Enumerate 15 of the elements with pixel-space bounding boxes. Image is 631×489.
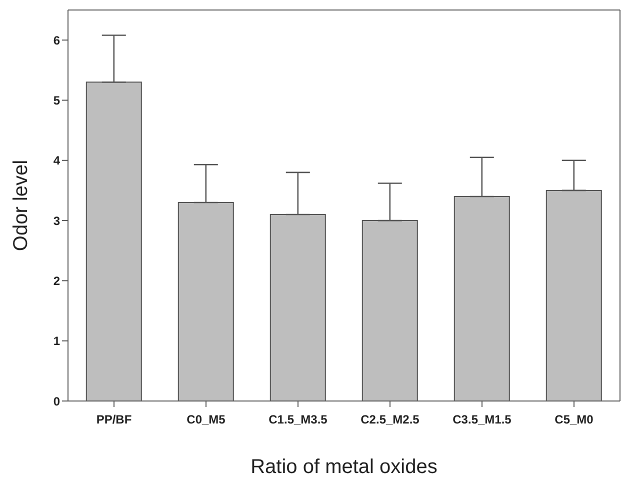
x-tick-label: C0_M5	[186, 412, 226, 427]
y-tick-label: 6	[53, 33, 60, 48]
y-axis-title: Odor level	[10, 160, 32, 252]
x-tick-label: PP/BF	[96, 412, 132, 427]
x-tick-label: C2.5_M2.5	[360, 412, 420, 427]
y-tick-label: 1	[53, 334, 60, 348]
y-tick-label: 2	[53, 274, 60, 288]
x-tick-label: C1.5_M3.5	[268, 412, 328, 427]
x-axis-title: Ratio of metal oxides	[250, 456, 438, 478]
x-tick-label: C5_M0	[554, 412, 594, 427]
y-tick-label: 0	[53, 394, 60, 408]
x-tick-label: C3.5_M1.5	[452, 412, 512, 427]
y-tick-label: 3	[53, 214, 60, 228]
y-tick-label: 5	[53, 93, 60, 108]
y-tick-label: 4	[53, 154, 60, 168]
